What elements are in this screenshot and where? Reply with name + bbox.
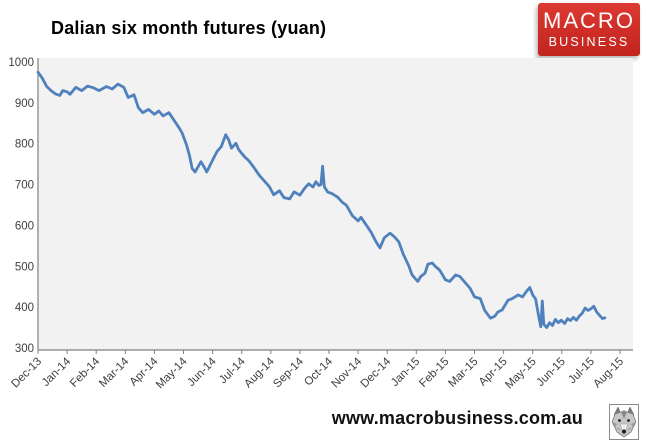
x-tick-label: Feb-15 [417, 356, 451, 390]
y-tick-label: 400 [15, 302, 34, 314]
y-tick-label: 300 [15, 343, 34, 355]
x-tick-label: Dec-14 [359, 355, 394, 390]
y-tick-label: 1000 [8, 57, 34, 69]
y-tick-label: 800 [15, 139, 34, 151]
macrobusiness-logo: MACRO BUSINESS [538, 3, 640, 56]
logo-text-business: BUSINESS [548, 35, 630, 50]
x-tick-label: Aug-14 [242, 355, 277, 390]
y-tick-label: 600 [15, 220, 34, 232]
x-tick-label: Jun-14 [185, 355, 219, 389]
logo-text-macro: MACRO [543, 8, 635, 34]
x-tick-label: Jan-15 [389, 356, 422, 389]
y-tick-label: 700 [15, 180, 34, 192]
x-tick-label: Aug-15 [591, 356, 626, 391]
x-tick-label: May-14 [154, 355, 190, 391]
website-text: www.macrobusiness.com.au [331, 408, 583, 428]
x-tick-label: Nov-14 [330, 355, 365, 390]
y-tick-label: 900 [15, 98, 34, 110]
page-title: Dalian six month futures (yuan) [51, 18, 327, 38]
x-tick-label: Sep-14 [271, 355, 306, 390]
wolf-face-icon [609, 404, 639, 440]
futures-line-chart: 3004005006007008009001000Dec-13Jan-14Feb… [8, 57, 633, 392]
x-tick-label: Dec-13 [9, 356, 44, 391]
x-tick-label: Mar-15 [446, 356, 480, 390]
x-tick-label: Jun-15 [535, 356, 568, 389]
footer: www.macrobusiness.com.au [332, 404, 639, 440]
y-tick-label: 500 [15, 261, 34, 273]
x-tick-label: Jan-14 [40, 355, 74, 389]
data-line [36, 70, 607, 330]
x-tick-label: May-15 [503, 356, 539, 392]
x-tick-label: Feb-14 [68, 355, 103, 390]
x-tick-label: Mar-14 [97, 355, 132, 390]
